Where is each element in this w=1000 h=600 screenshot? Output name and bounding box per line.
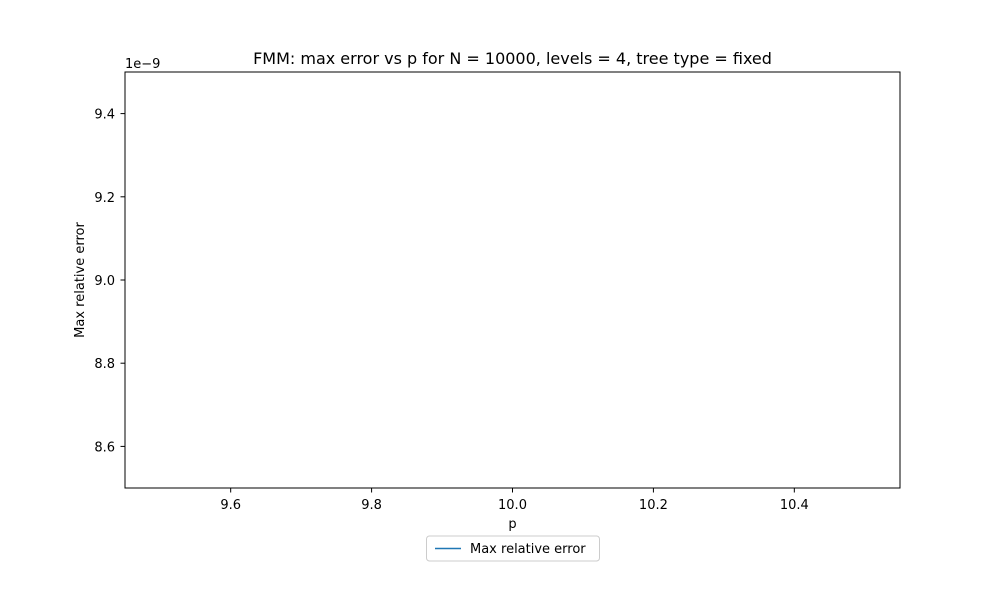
x-tick-label: 10.2 [639,498,668,513]
legend-entry-label: Max relative error [470,542,586,557]
y-axis-label: Max relative error [73,222,88,338]
y-tick-label: 9.0 [94,274,115,289]
x-tick-label: 9.6 [220,498,241,513]
y-tick-label: 9.2 [94,191,115,206]
x-tick-label: 10.4 [780,498,809,513]
y-axis-offset-label: 1e−9 [125,57,160,72]
x-tick-label: 10.0 [498,498,527,513]
y-tick-label: 8.8 [94,357,115,372]
y-tick-label: 8.6 [94,440,115,455]
legend: Max relative error [427,536,600,561]
x-tick-label: 9.8 [361,498,382,513]
y-tick-label: 9.4 [94,108,115,123]
chart-title: FMM: max error vs p for N = 10000, level… [253,49,772,68]
x-axis-label: p [508,517,516,532]
